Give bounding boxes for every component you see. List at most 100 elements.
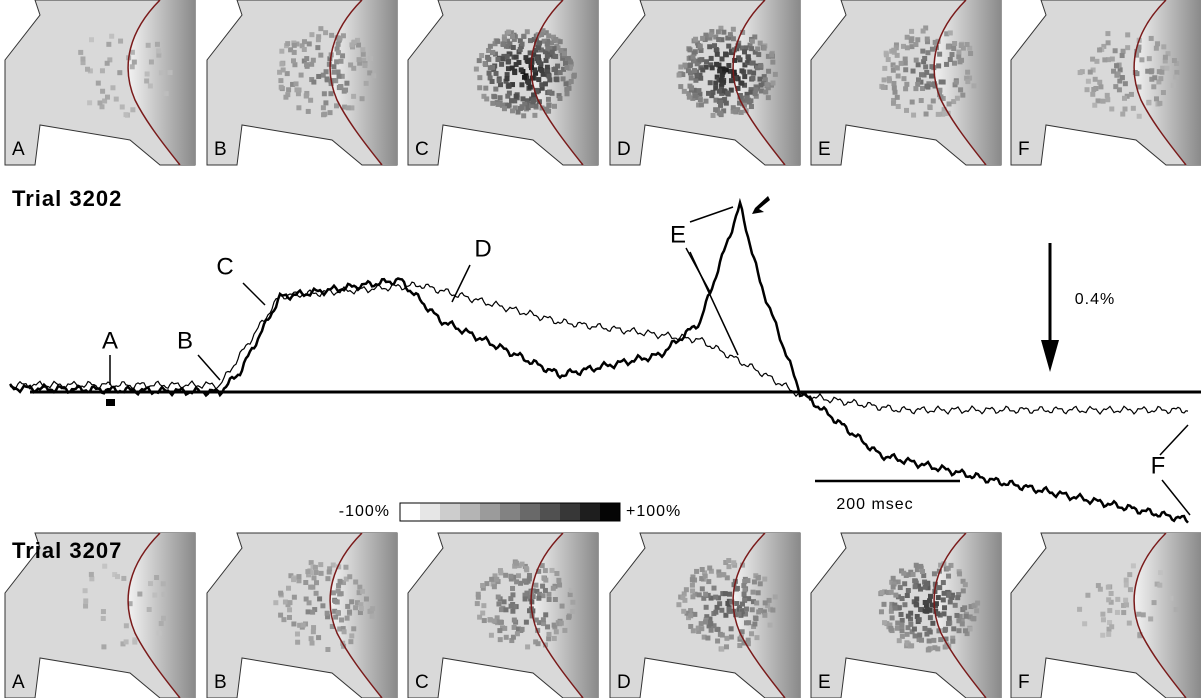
- map-pixel: [356, 42, 362, 48]
- map-pixel: [551, 46, 557, 52]
- map-pixel: [894, 625, 900, 631]
- map-pixel: [1112, 48, 1118, 54]
- map-pixel: [356, 57, 362, 63]
- map-pixel: [309, 61, 315, 67]
- map-pixel: [895, 73, 901, 79]
- map-pixel: [922, 599, 928, 605]
- map-pixel: [922, 608, 928, 614]
- map-pixel: [922, 55, 928, 61]
- map-pixel: [338, 591, 344, 597]
- map-pixel: [964, 42, 970, 48]
- panel-label: C: [415, 672, 429, 693]
- map-pixel: [913, 42, 919, 48]
- map-pixel: [770, 607, 776, 613]
- map-pixel: [522, 101, 528, 107]
- map-pixel: [310, 609, 316, 615]
- map-pixel: [528, 103, 534, 109]
- map-pixel: [698, 75, 704, 81]
- map-pixel: [280, 67, 286, 73]
- map-pixel: [686, 91, 692, 97]
- map-pixel: [709, 29, 715, 35]
- map-pixel: [367, 70, 373, 76]
- map-pixel: [563, 81, 569, 87]
- map-pixel: [727, 591, 733, 597]
- map-pixel: [519, 82, 525, 88]
- map-pixel: [762, 576, 768, 582]
- map-pixel: [520, 96, 526, 102]
- map-pixel: [758, 62, 764, 68]
- map-pixel: [1120, 48, 1126, 54]
- map-pixel: [283, 94, 289, 100]
- map-pixel: [908, 610, 914, 616]
- map-pixel: [741, 583, 747, 589]
- map-pixel: [494, 615, 500, 621]
- map-pixel: [313, 590, 319, 596]
- map-pixel: [765, 53, 771, 59]
- map-pixel: [290, 81, 296, 87]
- map-pixel: [752, 621, 758, 627]
- map-pixel: [696, 102, 702, 108]
- map-pixel: [564, 91, 570, 97]
- map-pixel: [279, 48, 285, 54]
- map-pixel: [546, 591, 552, 597]
- map-pixel: [691, 50, 697, 56]
- map-pixel: [710, 112, 716, 118]
- map-pixel: [481, 93, 487, 99]
- map-pixel: [1136, 113, 1142, 119]
- map-pixel: [1077, 70, 1083, 76]
- map-boundary: [1133, 0, 1187, 166]
- map-pixel: [1164, 65, 1170, 71]
- map-pixel: [477, 85, 483, 91]
- map-pixel: [544, 53, 550, 59]
- map-pixel: [331, 69, 337, 75]
- map-pixel: [889, 605, 895, 611]
- map-pixel: [924, 36, 930, 42]
- map-pixel: [505, 38, 511, 44]
- map-pixel: [718, 25, 724, 31]
- map-pixel: [312, 607, 318, 613]
- map-pixel: [758, 82, 764, 88]
- map-pixel: [719, 81, 725, 87]
- map-pixel: [765, 85, 771, 91]
- map-pixel: [330, 562, 336, 568]
- map-pixel: [926, 638, 932, 644]
- map-pixel: [1084, 87, 1090, 93]
- map-pixel: [525, 58, 531, 64]
- map-pixel: [742, 49, 748, 55]
- map-pixel: [78, 49, 84, 55]
- map-pixel: [334, 59, 340, 65]
- map-pixel: [728, 78, 734, 84]
- map-pixel: [1173, 607, 1179, 613]
- map-pixel: [736, 607, 742, 613]
- map-pixel: [491, 618, 497, 624]
- panel-label: A: [12, 139, 25, 160]
- map-pixel: [745, 98, 751, 104]
- map-pixel: [1148, 35, 1154, 41]
- map-pixel: [296, 105, 302, 111]
- map-pixel: [312, 564, 318, 570]
- map-pixel: [1134, 52, 1140, 58]
- map-pixel: [335, 69, 341, 75]
- map-pixel: [927, 629, 933, 635]
- panel-label: A: [12, 672, 25, 693]
- map-boundary: [127, 532, 181, 698]
- map-pixel: [755, 575, 761, 581]
- map-pixel: [950, 638, 956, 644]
- map-pixel: [699, 626, 705, 632]
- map-pixel: [945, 44, 951, 50]
- map-pixel: [304, 62, 310, 68]
- map-pixel: [699, 586, 705, 592]
- map-pixel: [914, 567, 920, 573]
- map-pixel: [331, 64, 337, 70]
- map-pixel: [890, 62, 896, 68]
- map-pixel: [946, 591, 952, 597]
- map-pixel: [498, 570, 504, 576]
- map-pixel: [960, 578, 966, 584]
- map-pixel: [931, 81, 937, 87]
- map-pixel: [958, 42, 964, 48]
- map-pixel: [711, 585, 717, 591]
- map-pixel: [1104, 92, 1110, 98]
- map-pixel: [123, 623, 129, 629]
- map-pixel: [371, 73, 377, 79]
- map-pixel: [880, 84, 886, 90]
